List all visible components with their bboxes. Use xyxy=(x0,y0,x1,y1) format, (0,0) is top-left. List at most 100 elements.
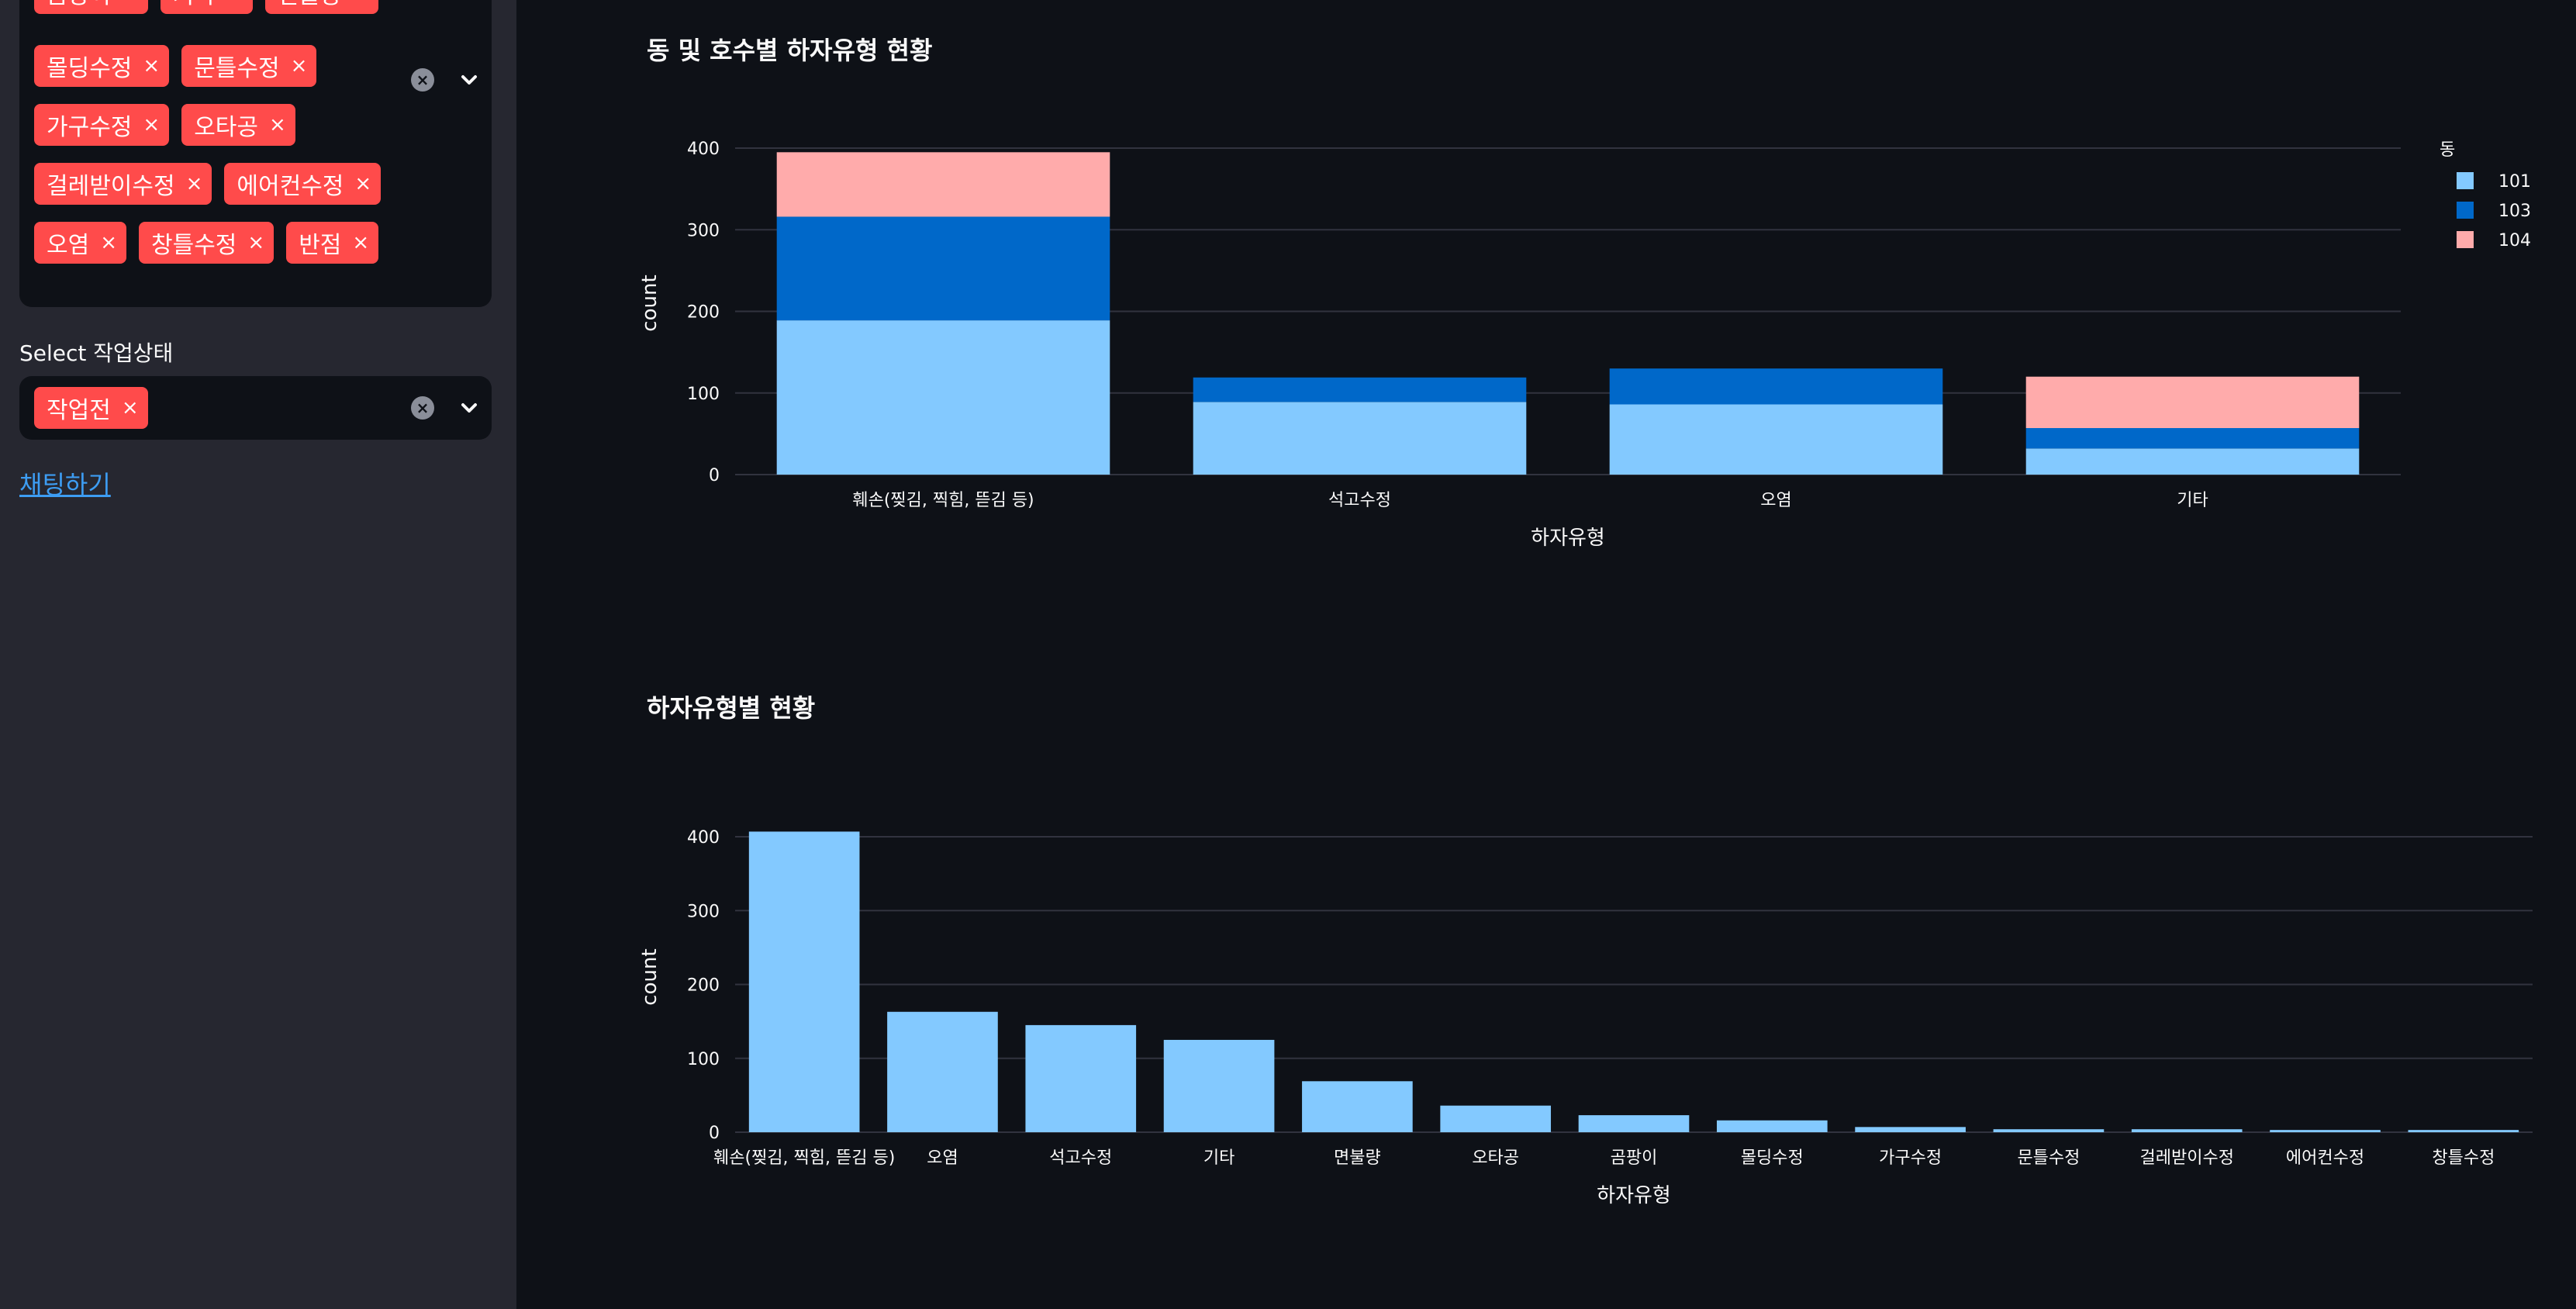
chevron-down-icon[interactable] xyxy=(458,68,481,92)
defect-tag[interactable]: 걸레받이수정 × xyxy=(34,163,212,205)
remove-tag-icon[interactable]: × xyxy=(100,231,117,254)
legend-swatch[interactable] xyxy=(2457,202,2474,219)
tag-label: 에어컨수정 xyxy=(237,173,344,200)
defect-tag[interactable]: 반점 × xyxy=(286,222,379,264)
chevron-down-icon[interactable] xyxy=(458,396,481,420)
remove-tag-icon[interactable]: × xyxy=(143,54,161,78)
bar-segment-101[interactable] xyxy=(1193,402,1527,475)
clear-all-icon[interactable]: × xyxy=(411,68,434,92)
remove-tag-icon[interactable]: × xyxy=(185,172,203,195)
remove-tag-icon[interactable]: × xyxy=(290,54,308,78)
bar-segment-103[interactable] xyxy=(776,216,1110,321)
x-axis-label: 하자유형 xyxy=(1597,1184,1671,1207)
tag-label: 기타 xyxy=(173,0,216,10)
status-tag[interactable]: 작업전 × xyxy=(34,387,148,429)
defect-tag[interactable]: 창틀수정 × xyxy=(139,222,275,264)
x-tick-label: 문틀수정 xyxy=(2017,1148,2080,1168)
legend-swatch[interactable] xyxy=(2457,172,2474,189)
x-tick-label: 석고수정 xyxy=(1328,491,1391,510)
x-tick-label: 창틀수정 xyxy=(2432,1148,2495,1168)
defect-tag[interactable]: 면불량 × xyxy=(264,0,379,14)
remove-tag-icon[interactable]: × xyxy=(352,231,370,254)
tag-row: 몰딩수정 × 문틀수정 × xyxy=(34,45,317,87)
x-tick-label: 가구수정 xyxy=(1879,1148,1942,1168)
chat-link[interactable]: 채팅하기 xyxy=(19,470,111,499)
x-tick-label: 훼손(찢김, 찍힘, 뜯김 등) xyxy=(713,1148,895,1168)
tag-label: 몰딩수정 xyxy=(47,55,133,82)
remove-tag-icon[interactable]: × xyxy=(143,113,161,136)
bar-segment-104[interactable] xyxy=(776,152,1110,217)
status-multiselect[interactable]: 작업전 × × xyxy=(19,376,492,440)
bar-segment-103[interactable] xyxy=(1193,377,1527,402)
x-tick-label: 걸레받이수정 xyxy=(2140,1148,2234,1168)
x-tick-label: 에어컨수정 xyxy=(2286,1148,2364,1168)
tag-label: 문틀수정 xyxy=(194,55,280,82)
bar[interactable] xyxy=(1440,1105,1552,1132)
legend-swatch[interactable] xyxy=(2457,231,2474,248)
remove-tag-icon[interactable]: × xyxy=(354,172,372,195)
bar[interactable] xyxy=(1716,1120,1828,1132)
bar-segment-101[interactable] xyxy=(2025,448,2360,475)
chart1-title: 동 및 호수별 하자유형 현황 xyxy=(647,36,933,65)
y-tick-label: 300 xyxy=(687,221,720,240)
y-tick-label: 100 xyxy=(687,1050,720,1069)
defect-tag[interactable]: 기타 × xyxy=(160,0,253,14)
y-axis-label: count xyxy=(638,948,661,1005)
remove-tag-icon[interactable]: × xyxy=(122,0,139,5)
tag-row: 곰팡이 × 기타 × 면불량 × xyxy=(34,0,379,14)
bar[interactable] xyxy=(1993,1129,2105,1132)
remove-tag-icon[interactable]: × xyxy=(269,113,286,136)
defect-tag[interactable]: 오염 × xyxy=(34,222,126,264)
tag-label: 작업전 xyxy=(47,397,111,424)
x-tick-label: 오타공 xyxy=(1472,1148,1519,1168)
bar-segment-104[interactable] xyxy=(2025,376,2360,429)
bar[interactable] xyxy=(748,831,860,1132)
bar[interactable] xyxy=(1025,1024,1137,1132)
defect-tag[interactable]: 오타공 × xyxy=(181,104,295,146)
y-tick-label: 400 xyxy=(687,140,720,159)
bar[interactable] xyxy=(2131,1129,2243,1132)
clear-all-icon[interactable]: × xyxy=(411,396,434,420)
x-tick-label: 면불량 xyxy=(1334,1148,1381,1168)
bar-segment-103[interactable] xyxy=(2025,428,2360,449)
bar[interactable] xyxy=(1855,1127,1966,1132)
defect-tag[interactable]: 곰팡이 × xyxy=(34,0,148,14)
remove-tag-icon[interactable]: × xyxy=(352,0,369,5)
tag-label: 오타공 xyxy=(194,114,259,141)
x-tick-label: 기타 xyxy=(1203,1148,1234,1168)
bar-segment-101[interactable] xyxy=(776,320,1110,475)
tag-label: 가구수정 xyxy=(47,114,133,141)
x-tick-label: 기타 xyxy=(2177,491,2208,510)
remove-tag-icon[interactable]: × xyxy=(226,0,243,5)
remove-tag-icon[interactable]: × xyxy=(247,231,265,254)
y-tick-label: 100 xyxy=(687,385,720,404)
x-tick-label: 오염 xyxy=(927,1148,958,1168)
remove-tag-icon[interactable]: × xyxy=(121,396,139,420)
bar-chart: 0 100 200 300 400 count 하자유형 훼손(찢김, 찍힘, 뜯김 등) 오염… xyxy=(638,828,2533,1207)
bar[interactable] xyxy=(1163,1039,1275,1132)
defect-type-multiselect[interactable]: 곰팡이×기타×면불량×몰딩수정×문틀수정×가구수정×오타공×걸레받이수정×에어컨… xyxy=(19,0,492,307)
tag-row: 가구수정 × 오타공 × xyxy=(34,104,295,146)
bar[interactable] xyxy=(2408,1130,2519,1132)
tag-label: 반점 xyxy=(299,232,342,259)
defect-tag[interactable]: 가구수정 × xyxy=(34,104,170,146)
status-filter-label: Select 작업상태 xyxy=(19,340,174,366)
sidebar: 곰팡이×기타×면불량×몰딩수정×문틀수정×가구수정×오타공×걸레받이수정×에어컨… xyxy=(0,0,516,1309)
y-tick-label: 300 xyxy=(687,902,720,921)
bar[interactable] xyxy=(887,1011,998,1132)
bar[interactable] xyxy=(2270,1130,2381,1132)
bar[interactable] xyxy=(1578,1115,1690,1132)
y-tick-label: 0 xyxy=(709,466,720,485)
defect-tag[interactable]: 에어컨수정 × xyxy=(224,163,382,205)
y-tick-label: 400 xyxy=(687,828,720,848)
defect-tag[interactable]: 몰딩수정 × xyxy=(34,45,170,87)
y-tick-label: 200 xyxy=(687,976,720,996)
bar-segment-103[interactable] xyxy=(1609,368,1943,405)
bar-segment-101[interactable] xyxy=(1609,404,1943,475)
y-axis-label: count xyxy=(638,275,661,331)
tag-row: 오염 × 창틀수정 × 반점 × xyxy=(34,222,379,264)
tag-label: 창틀수정 xyxy=(151,232,237,259)
tag-label: 곰팡이 xyxy=(47,0,111,10)
defect-tag[interactable]: 문틀수정 × xyxy=(181,45,317,87)
bar[interactable] xyxy=(1302,1081,1413,1132)
